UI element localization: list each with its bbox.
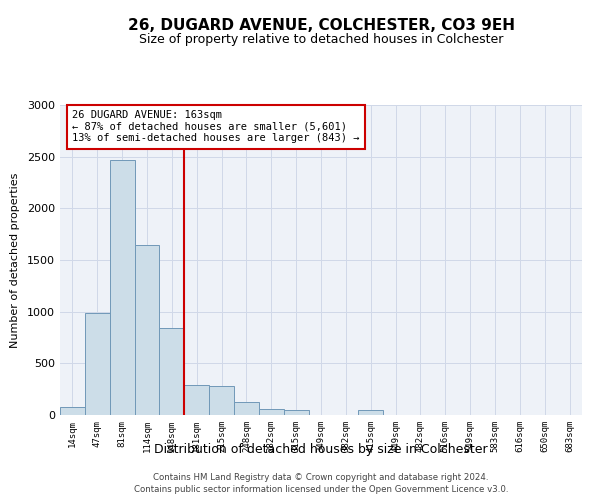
Text: Size of property relative to detached houses in Colchester: Size of property relative to detached ho… — [139, 32, 503, 46]
Bar — [160, 328, 184, 415]
Bar — [184, 384, 209, 415]
Bar — [134, 244, 160, 415]
Bar — [60, 407, 85, 415]
Text: Contains public sector information licensed under the Open Government Licence v3: Contains public sector information licen… — [134, 486, 508, 494]
Bar — [358, 410, 383, 415]
Text: Contains HM Land Registry data © Crown copyright and database right 2024.: Contains HM Land Registry data © Crown c… — [153, 473, 489, 482]
Text: 26, DUGARD AVENUE, COLCHESTER, CO3 9EH: 26, DUGARD AVENUE, COLCHESTER, CO3 9EH — [128, 18, 515, 32]
Bar — [284, 410, 308, 415]
Bar — [234, 402, 259, 415]
Bar — [85, 313, 110, 415]
Text: Distribution of detached houses by size in Colchester: Distribution of detached houses by size … — [154, 444, 488, 456]
Bar — [209, 386, 234, 415]
Bar — [110, 160, 134, 415]
Text: 26 DUGARD AVENUE: 163sqm
← 87% of detached houses are smaller (5,601)
13% of sem: 26 DUGARD AVENUE: 163sqm ← 87% of detach… — [73, 110, 360, 144]
Bar — [259, 410, 284, 415]
Y-axis label: Number of detached properties: Number of detached properties — [10, 172, 20, 348]
